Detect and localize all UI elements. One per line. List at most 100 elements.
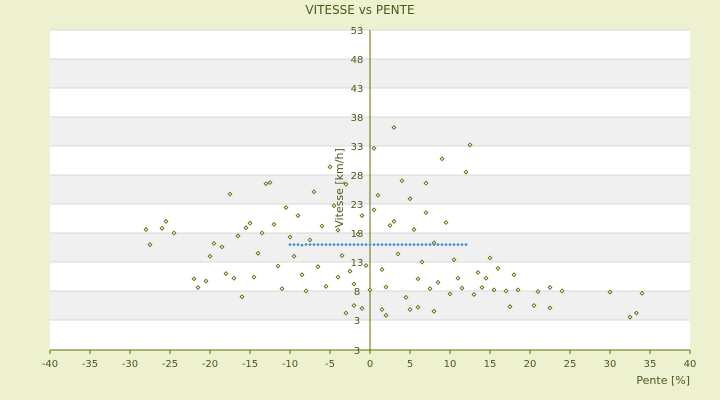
data-point bbox=[171, 230, 177, 236]
data-point bbox=[391, 124, 397, 130]
data-point bbox=[463, 169, 469, 175]
data-point bbox=[371, 145, 377, 151]
data-point bbox=[267, 180, 273, 186]
x-tick-label: -15 bbox=[242, 359, 258, 370]
data-point bbox=[633, 310, 639, 316]
x-tick-label: 35 bbox=[644, 359, 657, 370]
data-point bbox=[627, 314, 633, 320]
plot-bands bbox=[50, 29, 690, 351]
data-point bbox=[387, 222, 393, 228]
data-point bbox=[327, 164, 333, 170]
data-point bbox=[475, 269, 481, 275]
data-point bbox=[251, 274, 257, 280]
x-tick-label: 25 bbox=[564, 359, 577, 370]
data-point bbox=[235, 233, 241, 239]
data-point bbox=[423, 180, 429, 186]
y-tick-label: 43 bbox=[351, 84, 364, 95]
data-point bbox=[255, 250, 261, 256]
x-tick-label: -10 bbox=[282, 359, 298, 370]
data-point bbox=[143, 227, 149, 232]
data-point bbox=[415, 276, 421, 282]
x-axis-ticks: -40 -35 -30 -25 -20 -15 -10 -5 0 5 10 15 20 25 30 35 40 bbox=[42, 350, 696, 370]
y-tick-label: 8 bbox=[354, 287, 360, 298]
data-point bbox=[271, 221, 277, 227]
data-point bbox=[415, 304, 421, 310]
y-tick-label: 3 bbox=[354, 316, 360, 327]
data-point bbox=[371, 207, 377, 213]
data-point bbox=[343, 181, 349, 187]
data-point bbox=[291, 253, 297, 259]
data-point bbox=[303, 288, 309, 294]
x-tick-label: -35 bbox=[82, 359, 98, 370]
data-point bbox=[439, 156, 445, 162]
data-point bbox=[259, 230, 265, 236]
x-tick-label: -20 bbox=[202, 359, 218, 370]
x-tick-label: 15 bbox=[484, 359, 497, 370]
data-point bbox=[487, 255, 493, 261]
data-point bbox=[283, 205, 289, 210]
y-tick-label: 28 bbox=[351, 171, 364, 182]
data-point bbox=[335, 227, 341, 233]
data-point bbox=[511, 272, 517, 278]
data-point bbox=[275, 263, 281, 269]
data-point bbox=[191, 276, 197, 282]
data-points bbox=[143, 124, 645, 320]
data-point bbox=[343, 310, 349, 316]
y-axis-label: Vitesse [km/h] bbox=[333, 148, 346, 228]
data-point bbox=[515, 287, 521, 293]
data-point bbox=[379, 307, 385, 313]
data-point bbox=[203, 278, 209, 284]
data-point bbox=[407, 307, 413, 313]
data-point bbox=[559, 288, 565, 294]
data-point bbox=[399, 178, 405, 184]
data-point bbox=[243, 225, 249, 231]
data-point bbox=[503, 288, 509, 294]
data-point bbox=[479, 285, 485, 290]
data-point bbox=[147, 242, 153, 248]
x-tick-label: -25 bbox=[162, 359, 178, 370]
chart-title: VITESSE vs PENTE bbox=[305, 3, 415, 17]
data-point bbox=[639, 290, 645, 296]
data-point bbox=[295, 213, 301, 219]
data-point bbox=[383, 284, 389, 290]
data-point bbox=[431, 308, 437, 314]
y-tick-label: 13 bbox=[351, 258, 364, 269]
data-point bbox=[311, 189, 317, 195]
data-point bbox=[331, 203, 337, 209]
data-point bbox=[239, 294, 245, 300]
data-point bbox=[547, 305, 553, 311]
data-point bbox=[207, 253, 213, 259]
data-point bbox=[363, 263, 369, 268]
data-point bbox=[607, 289, 613, 295]
data-point bbox=[287, 234, 293, 240]
y-tick-label: 38 bbox=[351, 113, 364, 124]
data-point bbox=[467, 142, 473, 148]
data-point bbox=[367, 287, 373, 293]
data-point bbox=[211, 240, 217, 246]
x-tick-label: 0 bbox=[367, 359, 373, 370]
data-point bbox=[491, 287, 497, 293]
y-tick-label: 53 bbox=[351, 26, 364, 37]
data-point bbox=[395, 251, 401, 257]
data-point bbox=[547, 285, 553, 290]
data-point bbox=[227, 191, 233, 197]
data-point bbox=[407, 196, 413, 202]
y-tick-label: 3 bbox=[354, 346, 360, 357]
data-point bbox=[451, 257, 457, 263]
data-point bbox=[231, 275, 237, 281]
data-point bbox=[247, 220, 253, 226]
x-tick-label: 5 bbox=[407, 359, 413, 370]
x-tick-label: 20 bbox=[524, 359, 537, 370]
data-point bbox=[347, 268, 353, 274]
data-point bbox=[431, 240, 437, 246]
data-point bbox=[351, 303, 357, 308]
data-point bbox=[419, 259, 425, 265]
x-tick-label: -5 bbox=[325, 359, 335, 370]
data-point bbox=[435, 279, 441, 285]
data-point bbox=[339, 253, 345, 259]
data-point bbox=[359, 213, 365, 219]
data-point bbox=[279, 286, 285, 292]
data-point bbox=[223, 271, 229, 277]
data-point bbox=[323, 283, 329, 289]
